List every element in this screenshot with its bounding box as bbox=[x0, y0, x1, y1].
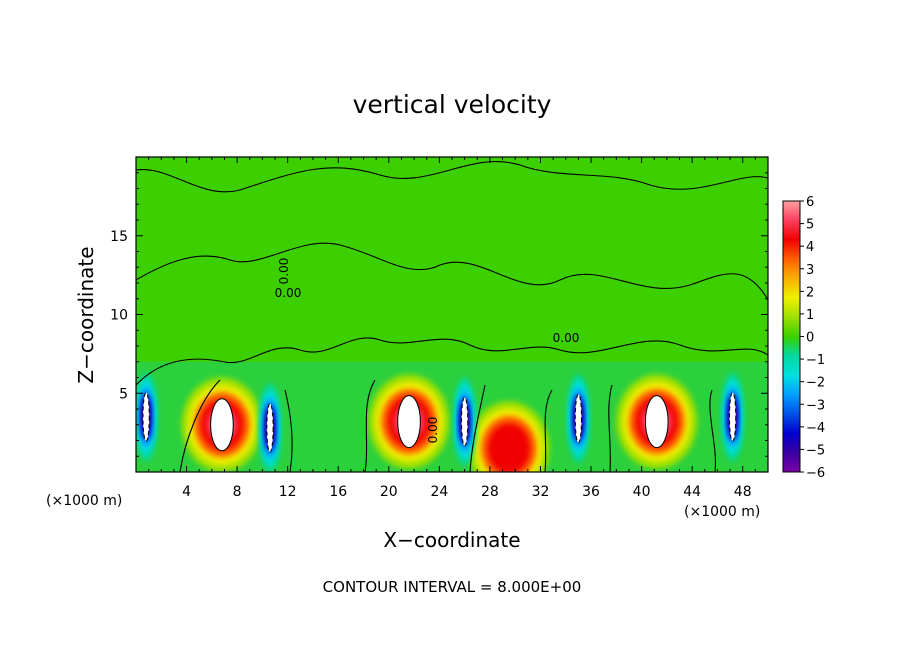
contour-line bbox=[284, 389, 293, 472]
colorbar-tick-label: 3 bbox=[806, 263, 814, 278]
y-axis-ticks: 5 10 15 bbox=[110, 172, 768, 457]
contour-line bbox=[544, 389, 553, 472]
colorbar-tick-label: 2 bbox=[806, 285, 814, 300]
x-tick-label: 48 bbox=[734, 484, 752, 500]
contour-line bbox=[136, 161, 768, 193]
contour-interval-footer: CONTOUR INTERVAL = 8.000E+00 bbox=[323, 578, 582, 596]
contour-line bbox=[179, 379, 221, 472]
x-tick-label: 28 bbox=[481, 484, 499, 500]
downdraft-cell bbox=[721, 372, 744, 461]
contour-line bbox=[136, 337, 768, 386]
contour-line bbox=[608, 384, 613, 472]
contour-line bbox=[364, 379, 376, 472]
updraft-core bbox=[644, 395, 669, 449]
downdraft-core bbox=[142, 392, 150, 442]
updraft-cell bbox=[368, 374, 450, 469]
x-axis-title: X−coordinate bbox=[383, 528, 520, 552]
downdraft-cell bbox=[258, 383, 282, 472]
x-tick-label: 44 bbox=[683, 484, 701, 500]
contour-label: 0.00 bbox=[277, 258, 291, 285]
x-tick-label: 8 bbox=[233, 484, 242, 500]
colorbar-tick-label: −1 bbox=[806, 353, 825, 368]
updraft-cell bbox=[181, 377, 263, 472]
x-tick-label: 16 bbox=[329, 484, 347, 500]
x-tick-label: 20 bbox=[380, 484, 398, 500]
x-axis-ticks: 4 8 12 16 20 24 28 32 36 40 44 48 bbox=[148, 157, 756, 500]
colorbar-tick-label: 1 bbox=[806, 308, 814, 323]
colorbar-tick-label: 6 bbox=[806, 195, 814, 210]
colorbar-tick-label: −5 bbox=[806, 443, 825, 458]
contour-line bbox=[136, 242, 768, 301]
colorbar-tick-label: −4 bbox=[806, 421, 825, 436]
updraft-core bbox=[210, 398, 234, 452]
colorbar-tick-label: −3 bbox=[806, 398, 825, 413]
downdraft-core bbox=[266, 403, 274, 453]
colorbar-tick-label: 0 bbox=[806, 331, 814, 346]
colorbar-tick-label: −6 bbox=[806, 466, 825, 481]
x-tick-label: 40 bbox=[633, 484, 651, 500]
contour-line bbox=[469, 384, 486, 472]
y-tick-label: 15 bbox=[110, 229, 128, 245]
downdraft-core bbox=[728, 392, 737, 442]
x-tick-label: 32 bbox=[532, 484, 550, 500]
contour-label: 0.00 bbox=[553, 331, 580, 345]
colorbar-tick-label: −2 bbox=[806, 376, 825, 391]
x-unit-label-right: (×1000 m) bbox=[684, 504, 760, 520]
y-axis-title: Z−coordinate bbox=[74, 246, 98, 383]
contour-label: 0.00 bbox=[426, 417, 440, 444]
colorbar-gradient bbox=[782, 200, 801, 473]
x-tick-label: 4 bbox=[182, 484, 191, 500]
x-unit-label-left: (×1000 m) bbox=[46, 493, 122, 509]
contour-label: 0.00 bbox=[275, 286, 302, 300]
x-tick-label: 36 bbox=[582, 484, 600, 500]
updraft-core bbox=[397, 395, 421, 449]
colorbar-tick-label: 4 bbox=[806, 240, 814, 255]
contour-line bbox=[709, 389, 717, 472]
downdraft-core bbox=[461, 396, 469, 447]
downdraft-core bbox=[574, 393, 583, 444]
plot-area: 0.000.000.000.00 bbox=[135, 156, 769, 473]
updraft-cell bbox=[616, 374, 698, 469]
x-tick-label: 12 bbox=[279, 484, 297, 500]
downdraft-cell bbox=[567, 374, 590, 463]
chart-title: vertical velocity bbox=[353, 90, 552, 119]
downdraft-cell bbox=[453, 377, 476, 466]
x-tick-label: 24 bbox=[430, 484, 448, 500]
colorbar-ticks: 6 5 4 3 2 1 0 −1 −2 −3 −4 −5 −6 bbox=[800, 195, 825, 481]
downdraft-cell bbox=[136, 372, 158, 461]
updraft-cell bbox=[468, 401, 550, 472]
y-tick-label: 5 bbox=[119, 386, 128, 402]
y-tick-label: 10 bbox=[110, 308, 128, 324]
colorbar: 6 5 4 3 2 1 0 −1 −2 −3 −4 −5 −6 bbox=[782, 195, 825, 481]
colorbar-tick-label: 5 bbox=[806, 218, 814, 233]
